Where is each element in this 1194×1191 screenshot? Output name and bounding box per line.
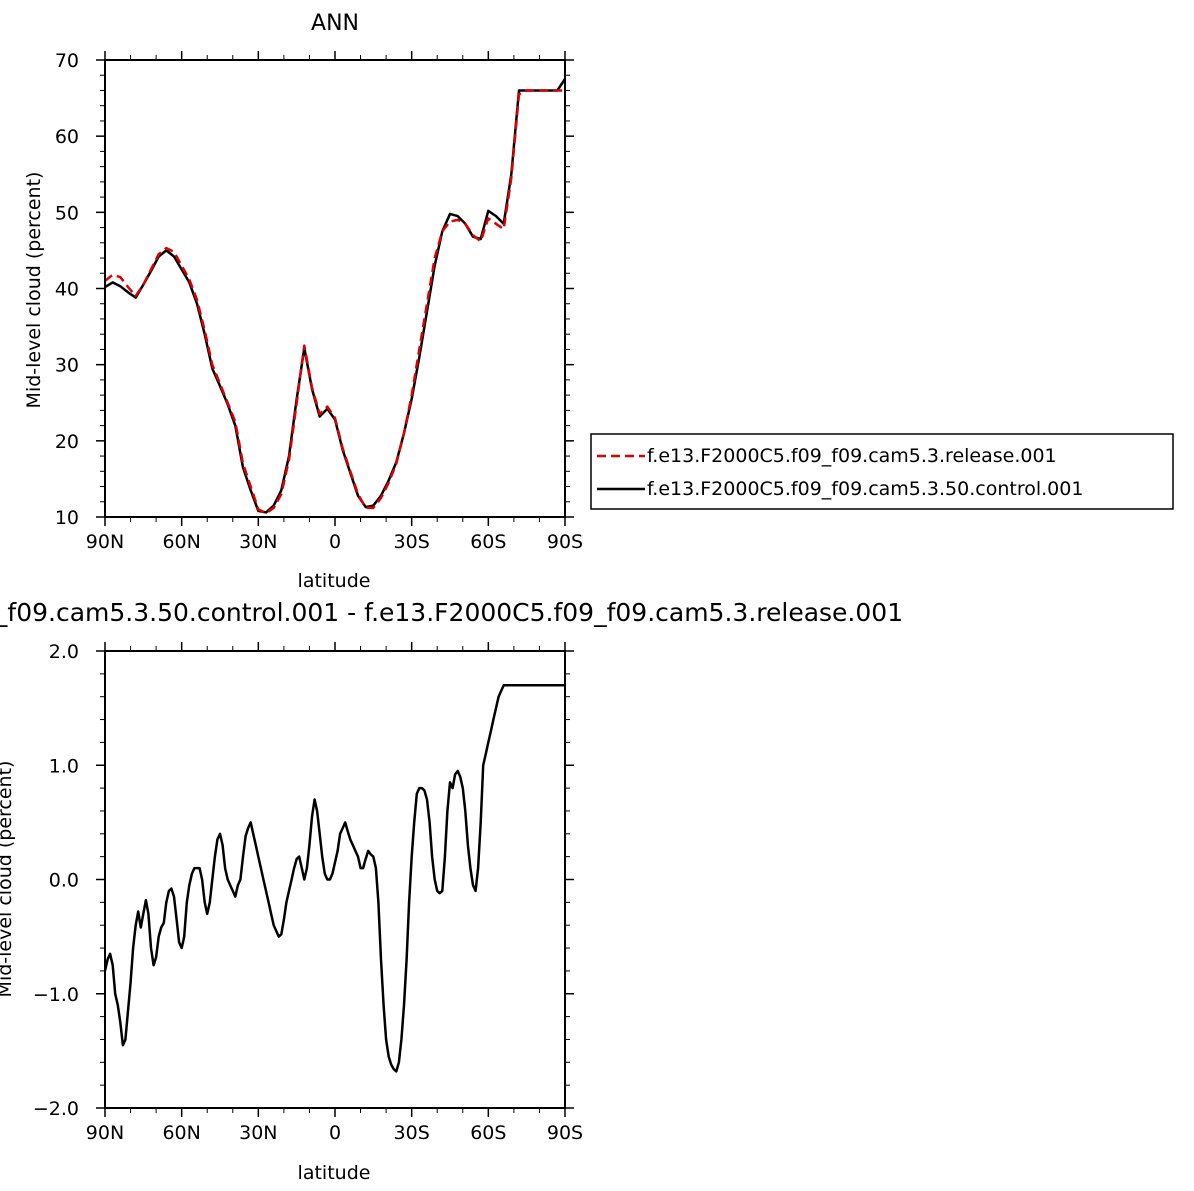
top-panel-ticks: 90N 60N 30N 0 30S 60S 90S 10 20 30 40 50 60 70: [55, 50, 583, 553]
bottom-panel-x-tick-label: 90N: [86, 1122, 124, 1144]
top-panel-y-tick-label: 50: [55, 202, 79, 224]
top-panel-y-axis-label: Mid-level cloud (percent): [23, 172, 45, 409]
legend-entry-control: f.e13.F2000C5.f09_f09.cam5.3.50.control.…: [647, 478, 1083, 500]
top-panel-series-group: [104, 78, 567, 515]
bottom-panel-x-axis-label: latitude: [298, 1162, 371, 1184]
bottom-panel-x-tick-label: 60N: [162, 1122, 200, 1144]
bottom-panel-series-group: [103, 684, 565, 1073]
legend-box: [590, 433, 1174, 510]
bottom-panel: f.e13.F2000C5.f09_f09.cam5.3.50.control.…: [0, 598, 903, 1184]
top-panel: ANN 90N 60N 30N 0 30S 60S 90S 10 20 30 40 50 60 70 la…: [23, 11, 1174, 592]
top-panel-x-tick-label: 30N: [239, 531, 277, 553]
top-panel-series-line-1: [104, 78, 567, 514]
top-panel-y-tick-label: 10: [55, 507, 79, 529]
top-panel-x-tick-label: 30S: [394, 531, 430, 553]
top-panel-x-tick-label: 90S: [547, 531, 583, 553]
bottom-panel-x-tick-label: 90S: [547, 1122, 583, 1144]
bottom-panel-series-line-0: [103, 684, 565, 1073]
bottom-panel-y-tick-label: −2.0: [33, 1098, 79, 1120]
bottom-panel-frame: [104, 650, 566, 1109]
top-panel-y-tick-label: 40: [55, 279, 79, 301]
bottom-panel-title: f.e13.F2000C5.f09_f09.cam5.3.50.control.…: [0, 598, 903, 627]
bottom-panel-x-tick-label: 30S: [394, 1122, 430, 1144]
top-panel-y-tick-label: 60: [55, 126, 79, 148]
bottom-panel-y-tick-label: −1.0: [33, 984, 79, 1006]
bottom-panel-x-tick-label: 0: [329, 1122, 341, 1144]
bottom-panel-y-tick-label: 0.0: [49, 870, 79, 892]
bottom-panel-x-tick-label: 30N: [239, 1122, 277, 1144]
top-panel-title: ANN: [311, 11, 359, 36]
bottom-panel-ticks: 90N 60N 30N 0 30S 60S 90S −2.0 −1.0 0.0 1.0 2.0: [33, 641, 583, 1144]
bottom-panel-y-tick-label: 2.0: [49, 641, 79, 663]
bottom-panel-x-tick-label: 60S: [470, 1122, 506, 1144]
top-panel-x-axis-label: latitude: [298, 570, 371, 592]
top-panel-y-tick-label: 30: [55, 355, 79, 377]
bottom-panel-y-tick-label: 1.0: [49, 755, 79, 777]
top-panel-y-tick-label: 70: [55, 50, 79, 72]
bottom-panel-y-axis-label: Mid-level cloud (percent): [0, 761, 16, 998]
top-panel-x-tick-label: 60S: [470, 531, 506, 553]
top-panel-x-tick-label: 60N: [162, 531, 200, 553]
top-panel-frame: [104, 59, 566, 518]
legend-entry-release: f.e13.F2000C5.f09_f09.cam5.3.release.001: [647, 445, 1057, 467]
top-panel-x-tick-label: 0: [329, 531, 341, 553]
top-panel-series-line-0: [104, 89, 565, 515]
top-panel-x-tick-label: 90N: [86, 531, 124, 553]
legend: f.e13.F2000C5.f09_f09.cam5.3.release.001…: [590, 433, 1174, 510]
top-panel-y-tick-label: 20: [55, 431, 79, 453]
